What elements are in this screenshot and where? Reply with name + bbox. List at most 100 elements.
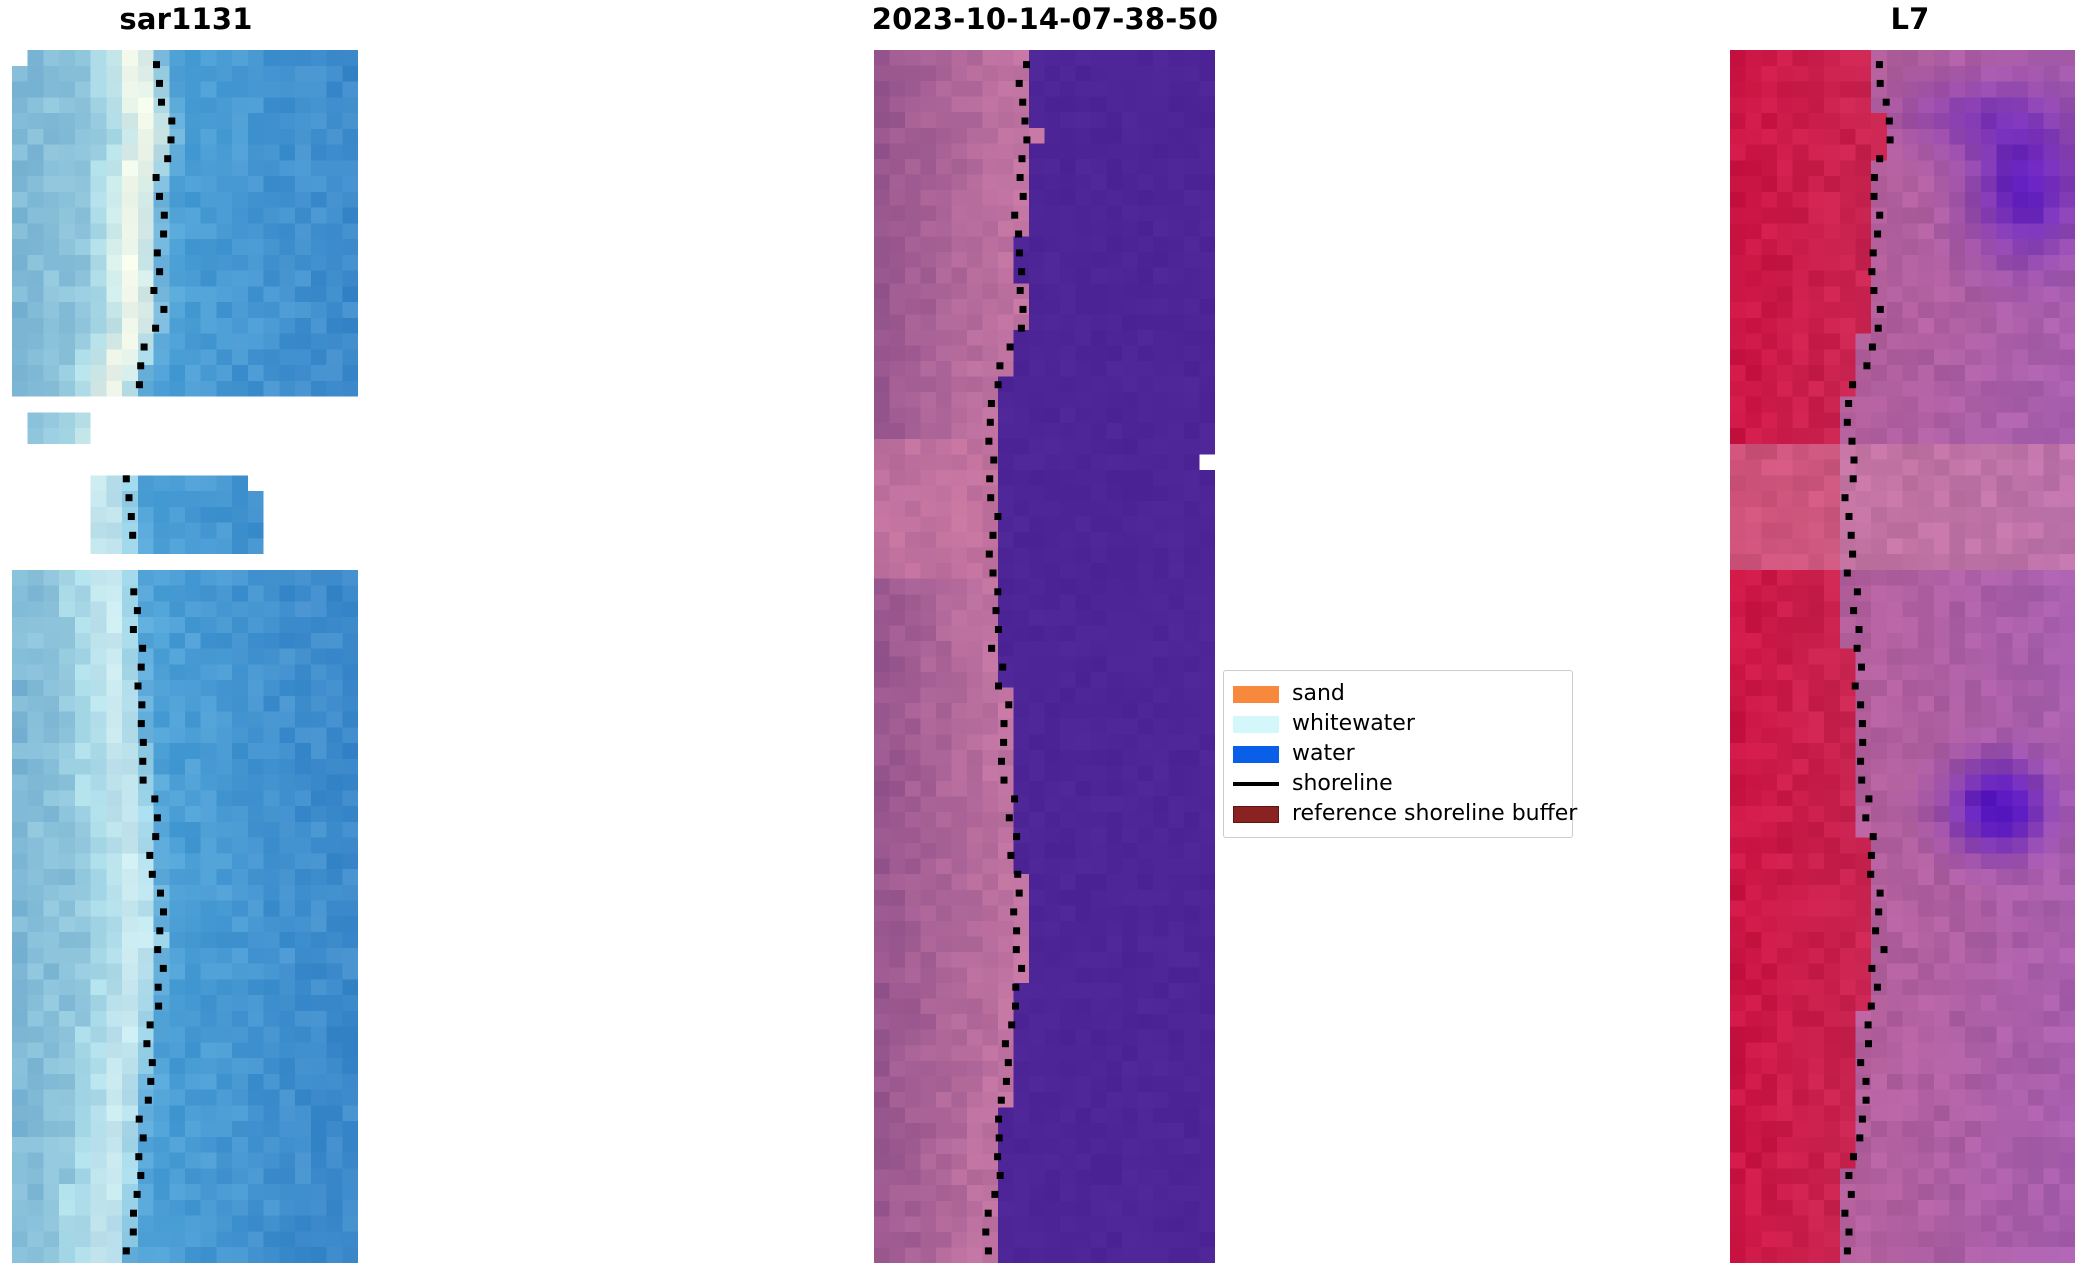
shoreline-marker — [1849, 381, 1857, 389]
shoreline-marker — [1847, 531, 1855, 539]
legend-item-sand: sand — [1233, 679, 1562, 709]
shoreline-marker — [992, 607, 1000, 615]
panel-l7 — [1730, 50, 2075, 1263]
shoreline-marker — [1015, 249, 1023, 257]
shoreline-marker — [146, 1021, 154, 1029]
shoreline-marker — [156, 79, 163, 87]
shoreline-marker — [1885, 117, 1893, 125]
panel-classified — [874, 50, 1215, 1263]
shoreline-marker — [135, 1153, 143, 1161]
shoreline-marker — [153, 814, 161, 822]
shoreline-marker — [994, 588, 1002, 596]
shoreline-marker — [1875, 61, 1883, 69]
shoreline-marker — [1005, 701, 1013, 709]
shoreline-marker — [1018, 964, 1026, 972]
shoreline-marker — [168, 117, 176, 125]
legend-swatch-water — [1233, 745, 1279, 763]
shoreline-marker — [158, 98, 165, 106]
shoreline-marker — [1857, 1059, 1865, 1067]
shoreline-marker — [1862, 1096, 1870, 1104]
shoreline-marker — [125, 494, 133, 502]
shoreline-marker — [129, 626, 137, 633]
shoreline-marker — [1001, 1040, 1009, 1048]
shoreline-marker — [139, 757, 147, 765]
shoreline-marker — [146, 851, 154, 859]
shoreline-marker — [1000, 776, 1008, 784]
shoreline-marker — [1019, 98, 1027, 106]
shoreline-marker — [1007, 851, 1015, 859]
shoreline-marker — [986, 418, 994, 426]
shoreline-marker — [1850, 1153, 1857, 1161]
shoreline-marker — [990, 456, 998, 464]
legend-swatch-shoreline — [1233, 782, 1279, 786]
shoreline-marker — [995, 1115, 1003, 1123]
panel-classified-title: 2023-10-14-07-38-50 — [871, 2, 1219, 36]
shoreline-marker — [139, 644, 147, 652]
shoreline-marker — [1857, 701, 1865, 709]
shoreline-marker — [999, 663, 1007, 671]
shoreline-marker — [1019, 192, 1027, 200]
shoreline-marker — [994, 381, 1002, 389]
shoreline-marker — [156, 192, 163, 200]
shoreline-marker — [1008, 1021, 1016, 1029]
shoreline-marker — [1867, 1002, 1875, 1010]
shoreline-marker — [1874, 324, 1882, 332]
shoreline-marker — [160, 211, 168, 219]
legend-swatch-reference-shoreline-buffer — [1233, 805, 1279, 823]
shoreline-marker — [1841, 1209, 1849, 1217]
legend-box: sand whitewater water shoreline referenc… — [1223, 670, 1577, 838]
shoreline-marker — [137, 720, 145, 728]
shoreline-marker — [157, 889, 164, 897]
shoreline-dotted-path — [122, 61, 176, 1255]
shoreline-marker — [1875, 908, 1883, 916]
shoreline-marker — [1015, 230, 1023, 238]
panel-sar1131-canvas — [12, 50, 358, 1263]
panel-classified-canvas — [874, 50, 1215, 1263]
shoreline-marker — [139, 776, 147, 784]
panel-sar1131-title: sar1131 — [119, 2, 253, 36]
shoreline-dotted-path — [982, 61, 1031, 1255]
shoreline-marker — [1867, 851, 1875, 859]
panel-sar1131 — [12, 50, 358, 1263]
legend-label-whitewater: whitewater — [1292, 711, 1415, 736]
shoreline-marker — [130, 588, 138, 596]
shoreline-marker — [1867, 870, 1875, 878]
shoreline-marker — [1857, 757, 1865, 765]
shoreline-marker — [1841, 494, 1849, 502]
shoreline-marker — [1002, 1077, 1010, 1085]
shoreline-marker — [1876, 79, 1884, 87]
shoreline-marker — [1862, 814, 1870, 822]
shoreline-marker — [156, 927, 164, 935]
shoreline-marker — [1016, 287, 1024, 294]
shoreline-marker — [122, 475, 130, 483]
shoreline-marker — [1868, 343, 1876, 351]
shoreline-marker — [1870, 192, 1878, 200]
shoreline-marker — [160, 305, 168, 313]
shoreline-marker — [1850, 607, 1858, 615]
shoreline-marker — [130, 1209, 137, 1217]
shoreline-marker — [987, 494, 995, 502]
shoreline-marker — [1858, 776, 1866, 784]
shoreline-marker — [1859, 738, 1867, 746]
shoreline-marker — [1843, 1247, 1851, 1255]
shoreline-marker — [137, 362, 145, 370]
shoreline-marker — [994, 626, 1002, 633]
shoreline-marker — [127, 513, 135, 520]
shoreline-marker — [1015, 889, 1023, 897]
shoreline-marker — [1870, 287, 1878, 294]
shoreline-marker — [1858, 1115, 1866, 1123]
shoreline-marker — [1865, 795, 1873, 803]
legend-label-shoreline: shoreline — [1292, 771, 1393, 796]
shoreline-marker — [1018, 268, 1026, 276]
shoreline-marker — [139, 738, 147, 746]
shoreline-marker — [1868, 964, 1876, 972]
shoreline-marker — [154, 946, 162, 954]
shoreline-marker — [160, 230, 168, 238]
shoreline-marker — [994, 513, 1002, 520]
panel-l7-canvas — [1730, 50, 2075, 1263]
shoreline-marker — [1850, 456, 1858, 464]
shoreline-marker — [133, 607, 141, 615]
shoreline-marker — [1011, 211, 1019, 219]
shoreline-marker — [137, 1172, 145, 1179]
shoreline-marker — [997, 1096, 1005, 1104]
